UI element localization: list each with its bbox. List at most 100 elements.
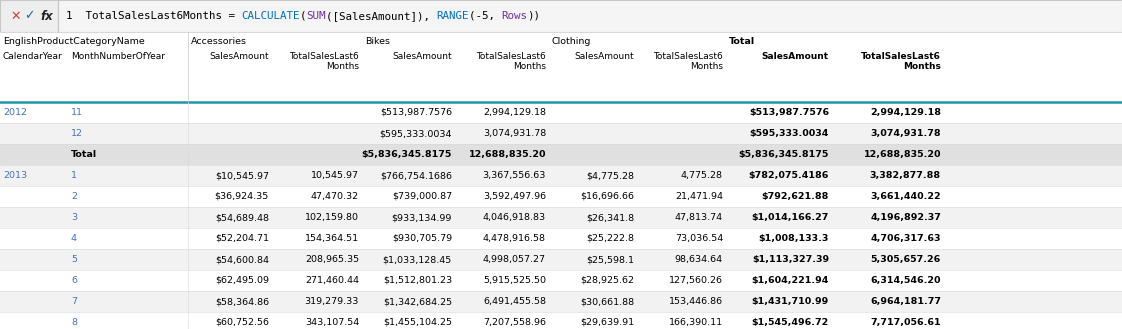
Text: $782,075.4186: $782,075.4186 (748, 171, 829, 180)
Text: $1,431,710.99: $1,431,710.99 (752, 297, 829, 306)
Text: 5,305,657.26: 5,305,657.26 (871, 255, 941, 264)
Text: 7,717,056.61: 7,717,056.61 (871, 318, 941, 327)
Text: $4,775.28: $4,775.28 (586, 171, 634, 180)
Text: 2: 2 (71, 192, 77, 201)
Text: Accessories: Accessories (191, 37, 247, 46)
Text: $930,705.79: $930,705.79 (392, 234, 452, 243)
Text: $10,545.97: $10,545.97 (215, 171, 269, 180)
Text: 3,661,440.22: 3,661,440.22 (871, 192, 941, 201)
Text: $1,512,801.23: $1,512,801.23 (383, 276, 452, 285)
Text: 4,196,892.37: 4,196,892.37 (871, 213, 941, 222)
Text: 4,775.28: 4,775.28 (681, 171, 723, 180)
Text: )): )) (527, 11, 541, 21)
Text: 2012: 2012 (3, 108, 27, 117)
Text: 47,813.74: 47,813.74 (674, 213, 723, 222)
Text: 2013: 2013 (3, 171, 27, 180)
Text: 10,545.97: 10,545.97 (311, 171, 359, 180)
Text: 12: 12 (71, 129, 83, 138)
Text: $933,134.99: $933,134.99 (392, 213, 452, 222)
Text: ✓: ✓ (24, 10, 35, 22)
Bar (0, 249, 1122, 270)
Text: 1: 1 (71, 171, 77, 180)
Text: 21,471.94: 21,471.94 (675, 192, 723, 201)
Text: Bikes: Bikes (365, 37, 390, 46)
Text: Total: Total (71, 150, 98, 159)
Text: SalesAmount: SalesAmount (762, 52, 829, 61)
Text: CALCULATE: CALCULATE (241, 11, 300, 21)
Text: $1,545,496.72: $1,545,496.72 (752, 318, 829, 327)
Text: SalesAmount: SalesAmount (574, 52, 634, 61)
Text: $1,455,104.25: $1,455,104.25 (383, 318, 452, 327)
Text: 102,159.80: 102,159.80 (305, 213, 359, 222)
Text: TotalSalesLast6
Months: TotalSalesLast6 Months (653, 52, 723, 71)
Text: $16,696.66: $16,696.66 (580, 192, 634, 201)
Bar (0, 186, 1122, 207)
Text: 154,364.51: 154,364.51 (305, 234, 359, 243)
Text: 4,706,317.63: 4,706,317.63 (871, 234, 941, 243)
Text: Rows: Rows (502, 11, 527, 21)
Text: $595,333.0034: $595,333.0034 (749, 129, 829, 138)
Bar (0, 32, 1122, 102)
Text: $25,598.1: $25,598.1 (586, 255, 634, 264)
Text: 208,965.35: 208,965.35 (305, 255, 359, 264)
Text: $1,604,221.94: $1,604,221.94 (752, 276, 829, 285)
Text: SUM: SUM (306, 11, 327, 21)
Text: 6,964,181.77: 6,964,181.77 (870, 297, 941, 306)
Text: 11: 11 (71, 108, 83, 117)
Text: 319,279.33: 319,279.33 (305, 297, 359, 306)
Text: 7: 7 (71, 297, 77, 306)
Text: ✕: ✕ (10, 10, 20, 22)
Text: 12,688,835.20: 12,688,835.20 (469, 150, 546, 159)
Text: 3,592,497.96: 3,592,497.96 (482, 192, 546, 201)
Bar (0, 228, 1122, 249)
Text: $28,925.62: $28,925.62 (580, 276, 634, 285)
Text: $36,924.35: $36,924.35 (214, 192, 269, 201)
Text: $62,495.09: $62,495.09 (215, 276, 269, 285)
Text: 3,382,877.88: 3,382,877.88 (870, 171, 941, 180)
Bar (0, 0, 58, 32)
Text: 1  TotalSalesLast6Months =: 1 TotalSalesLast6Months = (66, 11, 241, 21)
Text: fx: fx (40, 10, 53, 22)
Text: $25,222.8: $25,222.8 (586, 234, 634, 243)
Text: $26,341.8: $26,341.8 (586, 213, 634, 222)
Text: RANGE: RANGE (436, 11, 469, 21)
Text: (-5,: (-5, (469, 11, 502, 21)
Text: ([SalesAmount]),: ([SalesAmount]), (327, 11, 436, 21)
Text: $1,033,128.45: $1,033,128.45 (383, 255, 452, 264)
Text: 47,470.32: 47,470.32 (311, 192, 359, 201)
Bar (0, 312, 1122, 329)
Text: SalesAmount: SalesAmount (210, 52, 269, 61)
Text: TotalSalesLast6
Months: TotalSalesLast6 Months (289, 52, 359, 71)
Bar (0, 165, 1122, 186)
Text: (: ( (300, 11, 306, 21)
Text: $1,008,133.3: $1,008,133.3 (758, 234, 829, 243)
Text: $792,621.88: $792,621.88 (762, 192, 829, 201)
Text: $5,836,345.8175: $5,836,345.8175 (738, 150, 829, 159)
Text: 153,446.86: 153,446.86 (669, 297, 723, 306)
Text: 3,074,931.78: 3,074,931.78 (482, 129, 546, 138)
Bar (0, 291, 1122, 312)
Text: SalesAmount: SalesAmount (393, 52, 452, 61)
Text: 5,915,525.50: 5,915,525.50 (482, 276, 546, 285)
Bar (0, 144, 1122, 165)
Bar (0, 102, 1122, 123)
Text: TotalSalesLast6
Months: TotalSalesLast6 Months (476, 52, 546, 71)
Text: $1,342,684.25: $1,342,684.25 (383, 297, 452, 306)
Text: EnglishProductCategoryName: EnglishProductCategoryName (3, 37, 145, 46)
Text: 166,390.11: 166,390.11 (669, 318, 723, 327)
Text: 3,367,556.63: 3,367,556.63 (482, 171, 546, 180)
Text: Clothing: Clothing (552, 37, 591, 46)
Text: 6,314,546.20: 6,314,546.20 (871, 276, 941, 285)
Text: 12,688,835.20: 12,688,835.20 (864, 150, 941, 159)
Text: 5: 5 (71, 255, 77, 264)
Text: $30,661.88: $30,661.88 (580, 297, 634, 306)
Text: TotalSalesLast6
Months: TotalSalesLast6 Months (861, 52, 941, 71)
Text: $54,689.48: $54,689.48 (215, 213, 269, 222)
Text: 7,207,558.96: 7,207,558.96 (482, 318, 546, 327)
Text: 127,560.26: 127,560.26 (669, 276, 723, 285)
Text: 6: 6 (71, 276, 77, 285)
Text: CalendarYear: CalendarYear (3, 52, 63, 61)
Text: $766,754.1686: $766,754.1686 (380, 171, 452, 180)
Text: $60,752.56: $60,752.56 (215, 318, 269, 327)
Text: 4,478,916.58: 4,478,916.58 (482, 234, 546, 243)
